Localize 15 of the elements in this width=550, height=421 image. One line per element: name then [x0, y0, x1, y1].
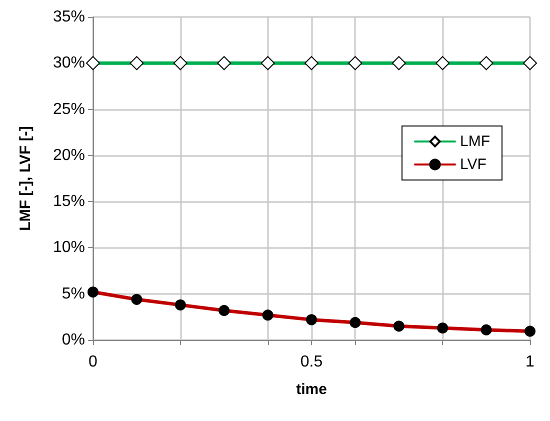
legend-label: LVF: [460, 156, 486, 173]
y-tick-label: 35%: [52, 8, 85, 26]
y-tick-label: 30%: [52, 54, 85, 72]
y-axis-title: LMF [-], LVF [-]: [17, 126, 34, 231]
x-tick-label: 0.5: [300, 354, 323, 370]
y-tick-label: 10%: [52, 239, 85, 256]
y-tick-label: 20%: [52, 146, 85, 164]
legend-label: LMF: [460, 133, 490, 150]
x-tick-label: 0: [88, 354, 98, 370]
y-tick-label: 15%: [52, 193, 85, 210]
y-tick-label: 5%: [62, 285, 85, 302]
x-tick-label: 1: [526, 354, 535, 370]
y-tick-label: 25%: [52, 100, 85, 118]
y-tick-label: 0%: [62, 332, 85, 348]
x-axis-title: time: [296, 381, 327, 398]
